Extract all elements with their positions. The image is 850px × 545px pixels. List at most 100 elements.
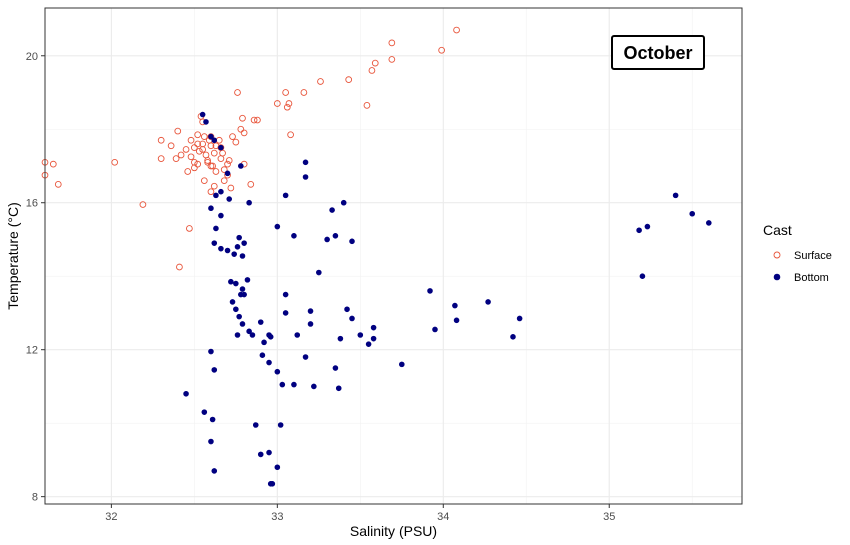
data-point-bottom	[294, 332, 301, 338]
data-point-bottom	[218, 144, 224, 151]
data-point-bottom	[307, 321, 314, 327]
data-point-surface	[371, 59, 379, 67]
data-point-bottom	[282, 310, 289, 316]
data-point-bottom	[218, 188, 224, 195]
data-point-bottom	[213, 225, 219, 232]
data-point-bottom	[234, 244, 241, 250]
data-point-bottom	[282, 291, 289, 298]
annotation-box	[611, 35, 705, 70]
data-point-bottom	[238, 163, 244, 169]
data-point-bottom	[234, 332, 241, 338]
data-point-bottom	[257, 451, 264, 458]
data-points	[41, 26, 712, 487]
data-point-surface	[225, 157, 233, 164]
data-point-bottom	[236, 313, 242, 320]
data-point-bottom	[510, 334, 516, 340]
data-point-surface	[187, 153, 195, 161]
data-point-surface	[363, 102, 371, 109]
data-point-bottom	[228, 278, 234, 285]
data-point-surface	[204, 158, 211, 166]
data-point-surface	[237, 125, 245, 133]
legend: Cast Surface Bottom	[763, 222, 832, 284]
data-point-bottom	[324, 236, 330, 243]
data-point-bottom	[269, 480, 276, 487]
data-point-bottom	[282, 192, 289, 199]
data-point-surface	[182, 146, 190, 153]
data-point-surface	[194, 131, 202, 139]
data-point-bottom	[706, 220, 712, 226]
data-point-bottom	[672, 192, 679, 199]
data-point-surface	[220, 177, 228, 185]
data-point-surface	[219, 149, 226, 157]
data-point-bottom	[332, 365, 339, 371]
data-point-bottom	[370, 335, 377, 342]
data-point-bottom	[291, 381, 297, 388]
data-point-bottom	[218, 245, 224, 252]
data-point-surface	[184, 168, 192, 175]
legend-label-bottom: Bottom	[794, 272, 829, 284]
data-point-surface	[172, 155, 180, 162]
data-point-surface	[234, 89, 241, 96]
data-point-bottom	[208, 438, 214, 445]
plot-panel	[45, 8, 742, 504]
data-point-bottom	[199, 111, 206, 118]
data-point-surface	[388, 56, 396, 63]
data-point-bottom	[302, 354, 309, 360]
data-point-bottom	[311, 383, 317, 390]
data-point-bottom	[249, 332, 256, 338]
data-point-surface	[157, 136, 165, 144]
data-point-bottom	[427, 288, 433, 294]
data-point-bottom	[211, 137, 218, 144]
data-point-bottom	[211, 367, 218, 373]
data-point-surface	[240, 129, 248, 137]
data-point-bottom	[365, 341, 372, 347]
y-axis-ticks: 8 12 16 20	[26, 51, 45, 504]
data-point-bottom	[257, 319, 264, 325]
data-point-surface	[283, 103, 291, 111]
data-point-bottom	[201, 409, 208, 415]
data-point-surface	[195, 147, 203, 155]
legend-label-surface: Surface	[794, 250, 832, 262]
data-point-bottom	[239, 253, 246, 259]
data-point-bottom	[259, 352, 266, 359]
data-point-surface	[111, 158, 119, 166]
x-tick-label: 32	[105, 511, 117, 523]
x-axis-title: Salinity (PSU)	[350, 523, 437, 539]
data-point-bottom	[357, 332, 364, 338]
data-point-bottom	[183, 390, 189, 397]
data-point-bottom	[302, 174, 309, 180]
data-point-bottom	[218, 212, 224, 219]
data-point-bottom	[279, 381, 286, 388]
data-point-bottom	[644, 223, 651, 230]
data-point-surface	[282, 89, 289, 96]
data-point-bottom	[689, 210, 696, 217]
data-point-surface	[232, 138, 240, 146]
annotation-label: October	[611, 35, 705, 70]
data-point-surface	[210, 149, 218, 157]
data-point-surface	[453, 26, 460, 34]
data-point-bottom	[211, 468, 218, 474]
data-point-surface	[209, 162, 216, 170]
data-point-surface	[186, 225, 193, 232]
data-point-surface	[200, 177, 208, 185]
data-point-bottom	[349, 315, 355, 322]
data-point-bottom	[266, 359, 272, 366]
data-point-bottom	[453, 317, 460, 324]
data-point-surface	[210, 182, 218, 190]
y-tick-label: 8	[32, 492, 38, 504]
data-point-surface	[229, 133, 236, 140]
data-point-bottom	[213, 192, 219, 199]
data-point-surface	[199, 146, 207, 153]
data-point-bottom	[398, 361, 405, 368]
data-point-surface	[200, 133, 208, 140]
data-point-bottom	[239, 321, 246, 327]
data-point-bottom	[244, 277, 251, 283]
data-point-bottom	[231, 251, 237, 257]
data-point-bottom	[485, 299, 491, 305]
x-tick-label: 34	[437, 511, 449, 523]
data-point-bottom	[274, 223, 281, 230]
data-point-bottom	[211, 240, 218, 246]
data-point-bottom	[236, 234, 242, 241]
legend-marker-surface	[773, 251, 781, 259]
